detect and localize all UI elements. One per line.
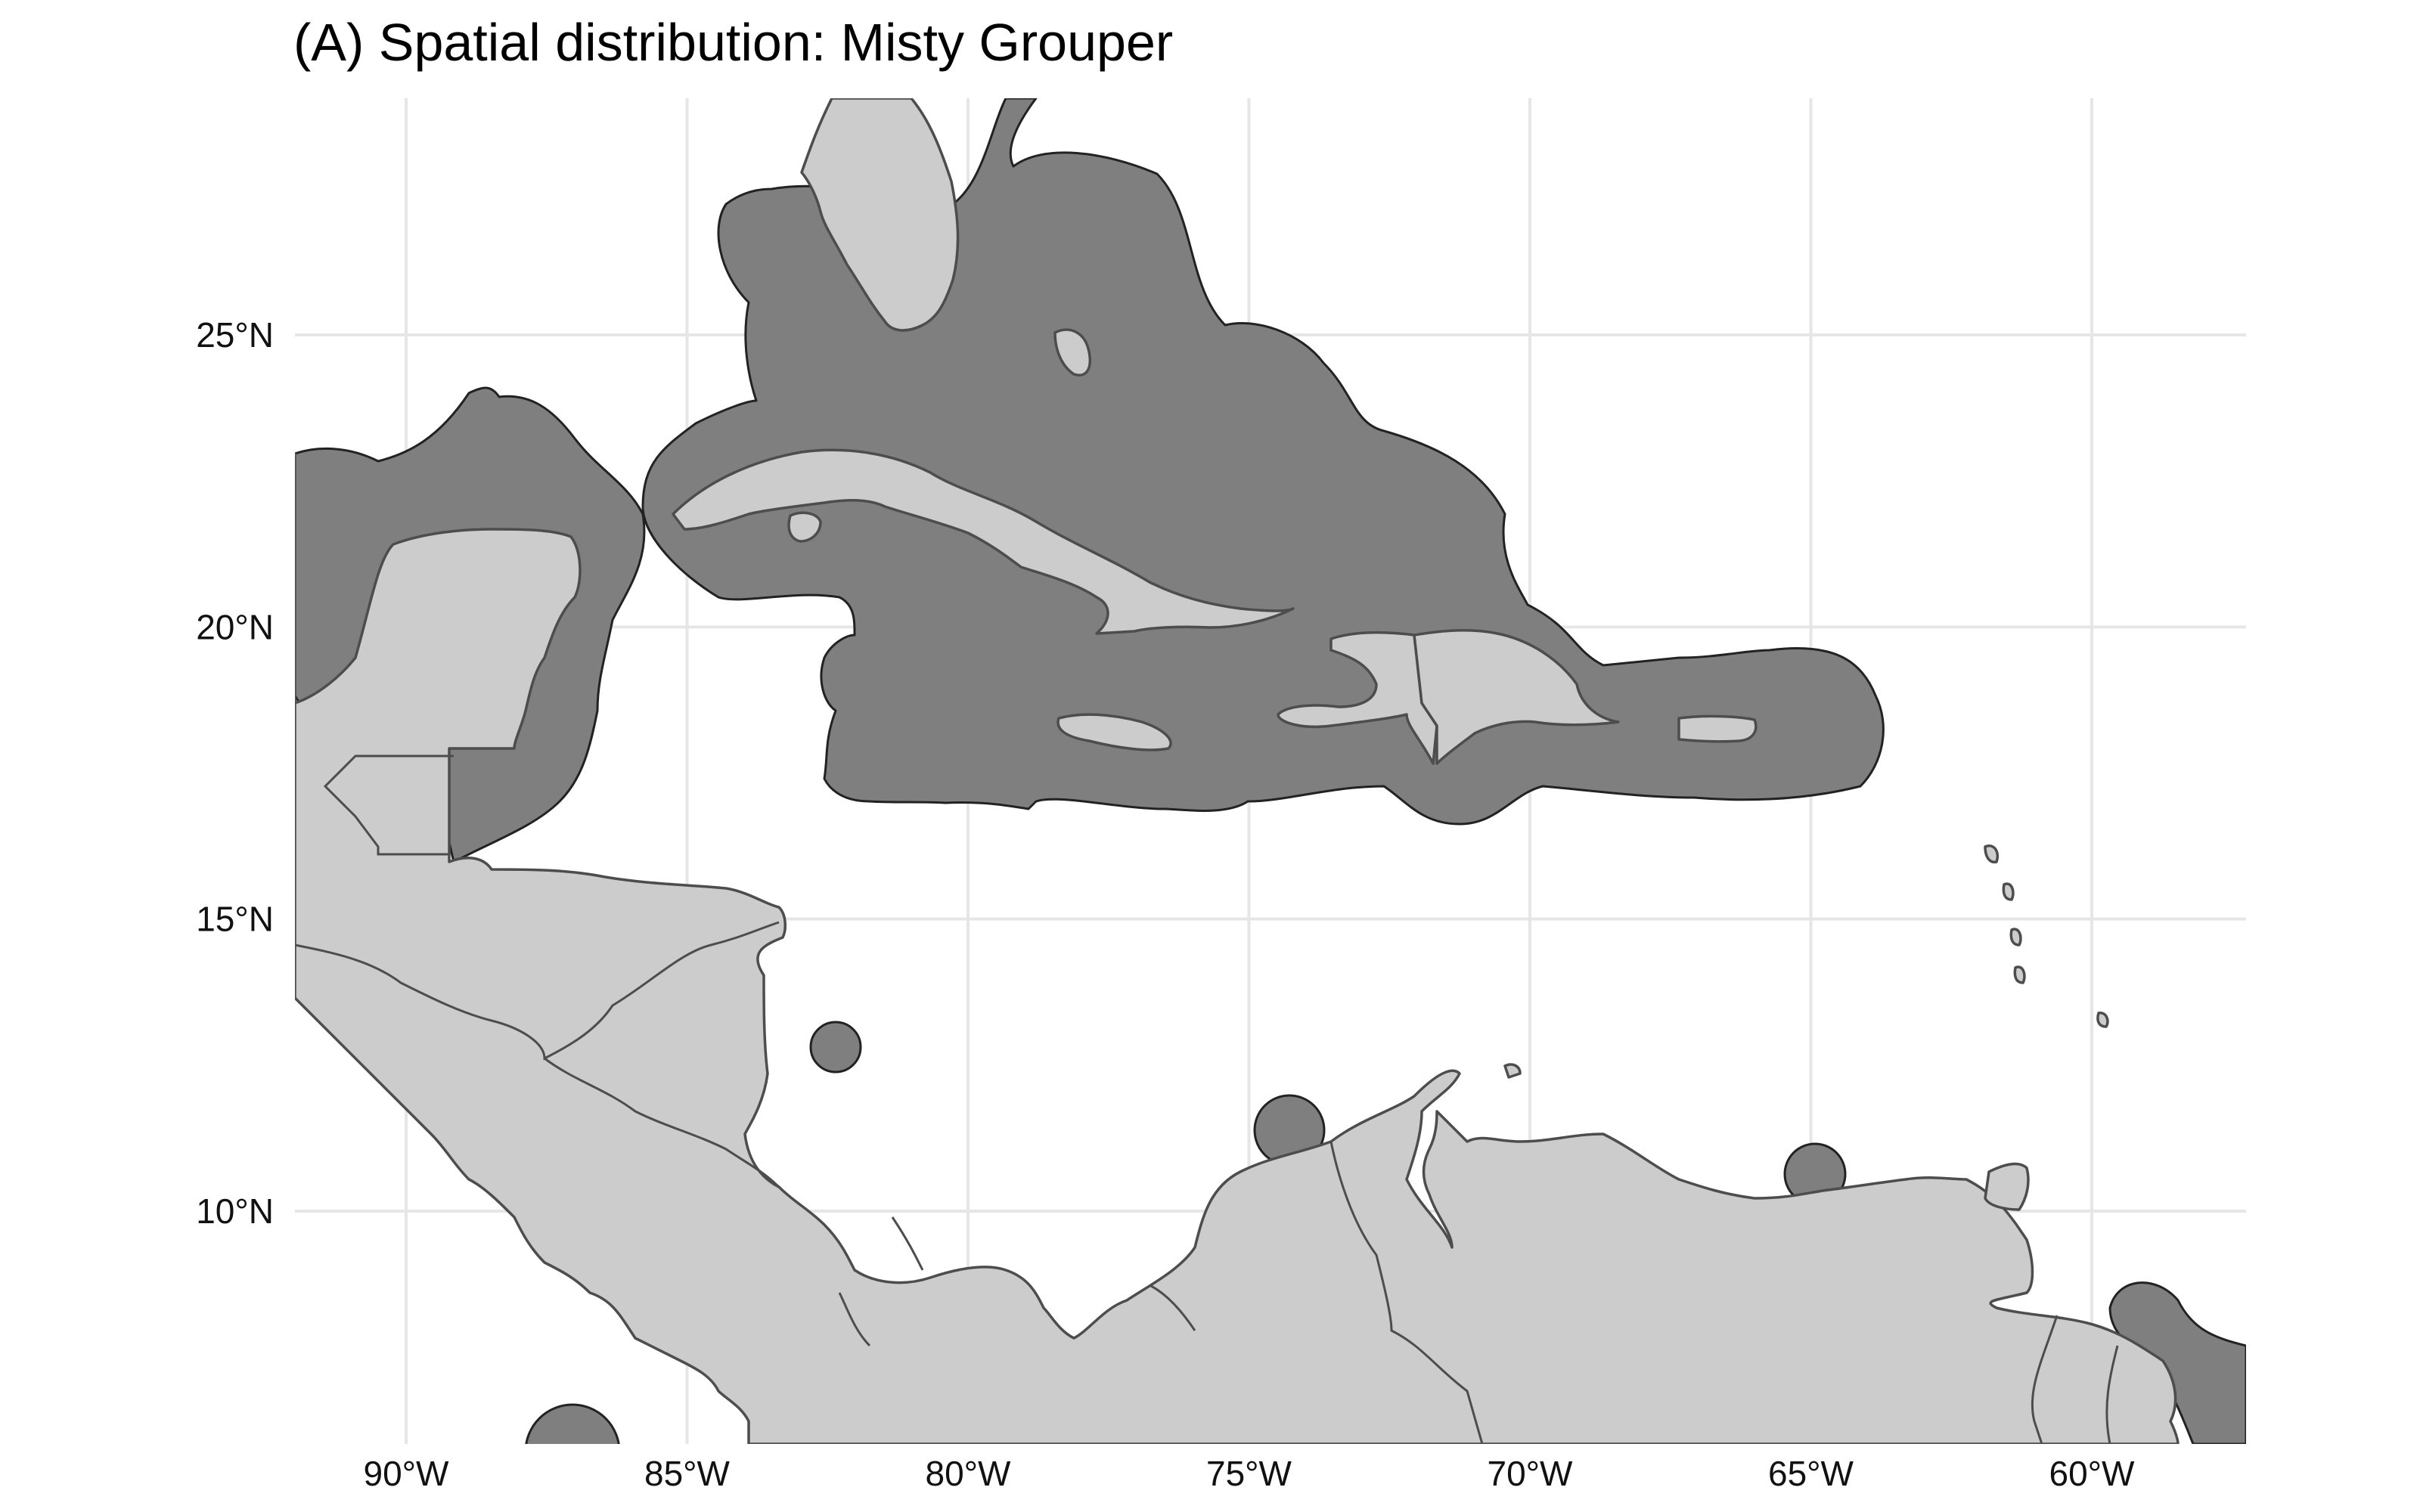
- x-tick-label: 90°W: [364, 1454, 450, 1493]
- land-lesser-antilles-1: [1984, 844, 1999, 864]
- country-borders: [295, 754, 2119, 1444]
- land-isla-juventud: [787, 511, 822, 543]
- x-axis-ticks: 90°W 85°W 80°W 75°W 70°W 65°W 60°W: [364, 1454, 2136, 1493]
- land-dominican-republic: [1413, 629, 1620, 765]
- land-barbados: [2096, 1012, 2109, 1028]
- land-florida: [800, 98, 960, 332]
- map-title: (A) Spatial distribution: Misty Grouper: [293, 13, 1174, 72]
- land-lesser-antilles-3: [2009, 928, 2022, 947]
- x-tick-label: 85°W: [644, 1454, 731, 1493]
- distribution-san-andres: [809, 1021, 862, 1074]
- distribution-honduras-pacific: [525, 1403, 620, 1444]
- land-cuba: [672, 448, 1295, 635]
- land-aruba-curacao: [1503, 1063, 1522, 1079]
- y-axis-ticks: 25°N 20°N 15°N 10°N: [196, 315, 274, 1231]
- land-yucatan: [295, 452, 2180, 1444]
- x-tick-label: 80°W: [926, 1454, 1012, 1493]
- land-puerto-rico: [1677, 714, 1758, 743]
- land-trinidad: [1984, 1162, 2030, 1211]
- land-andros: [1053, 328, 1091, 376]
- land-jamaica: [1056, 713, 1172, 751]
- land-lesser-antilles-4: [2013, 965, 2026, 984]
- y-tick-label: 10°N: [196, 1191, 274, 1231]
- x-tick-label: 65°W: [1768, 1454, 1854, 1493]
- y-tick-label: 20°N: [196, 607, 274, 646]
- x-tick-label: 75°W: [1206, 1454, 1292, 1493]
- x-tick-label: 70°W: [1488, 1454, 1574, 1493]
- y-tick-label: 15°N: [196, 900, 274, 939]
- land-lesser-antilles-2: [2002, 882, 2015, 901]
- y-tick-label: 25°N: [196, 315, 274, 355]
- x-tick-label: 60°W: [2049, 1454, 2136, 1493]
- land-layer: [295, 98, 2180, 1444]
